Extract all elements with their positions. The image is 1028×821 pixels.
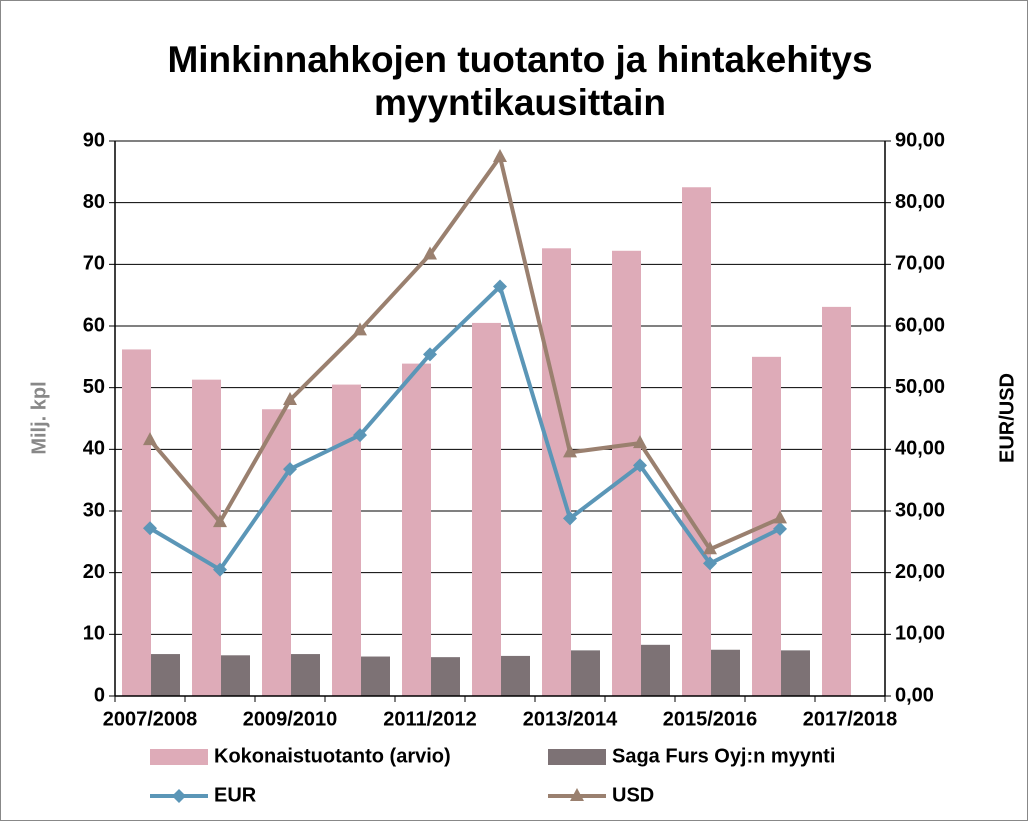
y2-tick-label: 10,00 [895, 623, 945, 645]
point [423, 347, 437, 362]
point [703, 541, 717, 555]
bar [682, 187, 711, 696]
point [213, 514, 227, 528]
bar [221, 655, 250, 696]
y2-tick-label: 20,00 [895, 561, 945, 583]
chart-title: Minkinnahkojen tuotanto ja hintakehitys m… [167, 39, 872, 123]
bar [822, 306, 851, 696]
y-tick-label: 80 [83, 191, 105, 213]
point [563, 511, 577, 526]
point [283, 392, 297, 405]
line [148, 152, 781, 552]
bar [641, 644, 670, 696]
x-tick-label: 2015/2016 [663, 708, 758, 730]
point [633, 458, 647, 473]
point [493, 279, 507, 294]
y2-tick-label: 50,00 [895, 376, 945, 398]
x-tick-label: 2017/2018 [803, 708, 898, 730]
y-axis-title: Milj. kpl [28, 381, 50, 454]
bar [262, 409, 291, 696]
point [353, 428, 367, 443]
y-tick-label: 70 [83, 253, 105, 275]
y2-tick-label: 80,00 [895, 191, 945, 213]
point [563, 444, 577, 458]
y-tick-label: 30 [83, 499, 105, 521]
bar [192, 379, 221, 696]
y2-tick-label: 30,00 [895, 499, 945, 521]
x-tick-label: 2007/2008 [103, 708, 198, 730]
point [143, 521, 157, 536]
point [213, 562, 227, 577]
y2-tick-label: 0,00 [895, 684, 934, 706]
x-tick-label: 2009/2010 [243, 708, 338, 730]
bar [571, 650, 600, 696]
point [703, 556, 717, 571]
point [773, 510, 787, 524]
y-tick-label: 40 [83, 438, 105, 460]
y-tick-label: 50 [83, 376, 105, 398]
legend-label: EUR [214, 784, 257, 806]
bar [402, 363, 431, 696]
bar [332, 384, 361, 696]
legend-swatch [548, 749, 606, 765]
legend-label: Kokonaistuotanto (arvio) [214, 745, 451, 767]
bar [711, 649, 740, 696]
bar [291, 654, 320, 696]
y2-tick-label: 70,00 [895, 253, 945, 275]
point [353, 322, 367, 336]
y-tick-label: 90 [83, 129, 105, 151]
line [148, 282, 781, 573]
point [143, 432, 157, 446]
x-tick-label: 2011/2012 [383, 708, 476, 730]
bar [122, 349, 151, 696]
bar [151, 654, 180, 696]
point [283, 462, 297, 477]
bar [501, 655, 530, 696]
legend-marker [172, 789, 186, 803]
y2-tick-label: 40,00 [895, 438, 945, 460]
legend-swatch [150, 749, 208, 765]
point [493, 149, 507, 163]
point [633, 435, 647, 449]
legend-label: Saga Furs Oyj:n myynti [612, 745, 835, 767]
y2-tick-label: 90,00 [895, 129, 945, 151]
y2-tick-label: 60,00 [895, 314, 945, 336]
bar [472, 322, 501, 696]
point [773, 521, 787, 536]
bar [431, 657, 460, 696]
x-tick-label: 2013/2014 [523, 708, 618, 730]
y-tick-label: 10 [83, 623, 105, 645]
y2-axis-title: EUR/USD [996, 373, 1018, 463]
legend-marker [570, 788, 584, 801]
legend-label: USD [612, 784, 654, 806]
bar [361, 656, 390, 696]
y-tick-label: 0 [94, 684, 105, 706]
point [423, 246, 437, 260]
bar [781, 650, 810, 696]
y-tick-label: 60 [83, 314, 105, 336]
y-tick-label: 20 [83, 561, 105, 583]
